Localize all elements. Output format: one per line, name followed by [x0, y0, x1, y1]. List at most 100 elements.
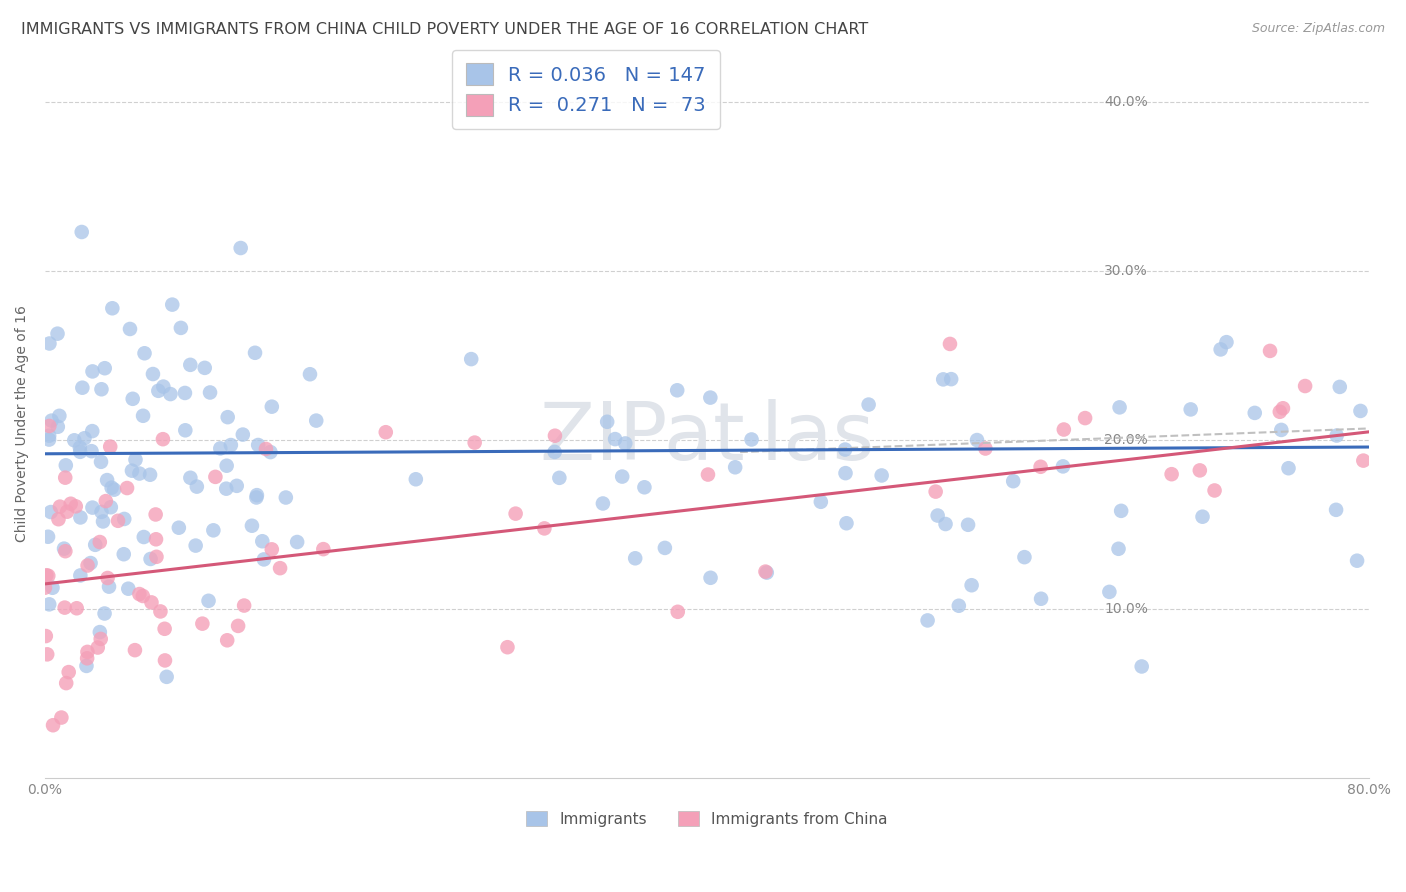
Point [186, 480, 208, 494]
Point [97, 571, 120, 585]
Point [1130, 659, 1153, 673]
Point [755, 566, 778, 580]
Point [37, 568, 59, 582]
Point [100, 500, 122, 515]
Point [948, 599, 970, 613]
Point [197, 594, 219, 608]
Point [98, 440, 121, 454]
Point [93, 607, 115, 621]
Point [298, 368, 321, 382]
Point [741, 433, 763, 447]
Point [215, 482, 238, 496]
Point [254, 442, 277, 456]
Point [37, 648, 59, 662]
Point [834, 442, 856, 457]
Point [1180, 402, 1202, 417]
Point [100, 481, 122, 495]
Point [1271, 401, 1294, 416]
Point [124, 452, 146, 467]
Point [76, 558, 98, 573]
Point [209, 442, 232, 456]
Point [70, 225, 93, 239]
Point [612, 469, 634, 483]
Point [117, 582, 139, 596]
Point [46, 326, 69, 341]
Point [217, 410, 239, 425]
Point [960, 578, 983, 592]
Point [48, 409, 70, 423]
Point [754, 565, 776, 579]
Point [101, 301, 124, 316]
Point [1204, 483, 1226, 498]
Point [240, 518, 263, 533]
Point [132, 589, 155, 603]
Point [69, 568, 91, 582]
Point [226, 619, 249, 633]
Point [39, 505, 62, 519]
Point [966, 433, 988, 447]
Point [90, 455, 112, 469]
Point [55, 676, 77, 690]
Point [53, 544, 76, 558]
Point [974, 442, 997, 456]
Point [505, 507, 527, 521]
Point [69, 441, 91, 455]
Point [118, 322, 141, 336]
Point [38, 419, 60, 434]
Point [76, 651, 98, 665]
Point [1350, 404, 1372, 418]
Point [1209, 343, 1232, 357]
Text: 30.0%: 30.0% [1104, 264, 1147, 278]
Point [76, 659, 98, 673]
Point [153, 622, 176, 636]
Point [76, 645, 98, 659]
Point [246, 488, 269, 502]
Point [1109, 504, 1132, 518]
Point [1053, 423, 1076, 437]
Point [229, 241, 252, 255]
Point [204, 470, 226, 484]
Point [142, 367, 165, 381]
Point [927, 508, 949, 523]
Point [269, 561, 291, 575]
Point [35, 629, 58, 643]
Point [858, 398, 880, 412]
Point [1191, 509, 1213, 524]
Point [132, 409, 155, 423]
Point [184, 539, 207, 553]
Point [82, 500, 104, 515]
Point [624, 551, 647, 566]
Legend: Immigrants, Immigrants from China: Immigrants, Immigrants from China [519, 803, 896, 834]
Point [1329, 380, 1351, 394]
Point [73, 431, 96, 445]
Point [259, 445, 281, 459]
Point [666, 605, 689, 619]
Point [38, 433, 60, 447]
Point [134, 346, 156, 360]
Point [38, 336, 60, 351]
Point [460, 352, 482, 367]
Point [614, 436, 637, 450]
Text: Source: ZipAtlas.com: Source: ZipAtlas.com [1251, 22, 1385, 36]
Point [90, 632, 112, 646]
Point [870, 468, 893, 483]
Point [654, 541, 676, 555]
Point [41, 581, 63, 595]
Point [1268, 405, 1291, 419]
Point [592, 496, 614, 510]
Point [219, 438, 242, 452]
Point [232, 427, 254, 442]
Point [496, 640, 519, 655]
Point [917, 614, 939, 628]
Point [464, 435, 486, 450]
Point [1215, 335, 1237, 350]
Point [38, 598, 60, 612]
Point [90, 382, 112, 396]
Point [699, 391, 721, 405]
Point [215, 458, 238, 473]
Point [53, 600, 76, 615]
Point [253, 552, 276, 566]
Point [1029, 591, 1052, 606]
Point [924, 484, 946, 499]
Point [932, 372, 955, 386]
